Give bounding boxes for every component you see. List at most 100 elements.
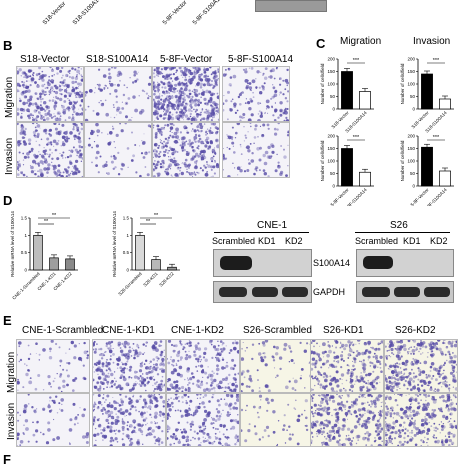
y-axis-label: Relative mRNA level of S100A14 (10, 211, 15, 277)
y-tick-label: 200 (327, 57, 335, 62)
panel-b-micrograph (222, 66, 290, 122)
panel-e-micrograph (16, 339, 90, 393)
significance-label: *** (353, 135, 360, 141)
y-axis-label: Number of cells/field (400, 63, 405, 104)
y-tick-label: 200 (327, 134, 335, 139)
bar (421, 73, 433, 110)
y-tick-label: 0 (332, 184, 335, 189)
y-tick-label: 50 (330, 94, 336, 99)
y-tick-label: 0.5 (21, 250, 28, 255)
panel-b-micrograph (152, 122, 220, 178)
panel-b-col-4: 5-8F-S100A14 (228, 54, 294, 65)
panel-e-col-1: CNE-1-Scrambled (22, 325, 104, 336)
bar (439, 170, 451, 187)
bar (359, 91, 371, 110)
s26-gapdh-band-2 (394, 287, 420, 297)
panel-e-micrograph (166, 339, 240, 393)
x-tick-label: S26-KD1 (142, 271, 159, 288)
bar (341, 148, 353, 187)
x-tick-label: S26-Scrambled (117, 271, 143, 297)
y-tick-label: 200 (407, 57, 415, 62)
s26-blot-gapdh (356, 281, 454, 303)
x-tick-label: S26-KD2 (158, 271, 175, 288)
s26-gapdh-band-3 (424, 287, 450, 297)
bar (49, 257, 59, 271)
bar (341, 71, 353, 110)
panel-b-micrograph (16, 122, 84, 178)
panel-b-row-migration: Migration (4, 76, 15, 118)
panel-e-col-6: S26-KD2 (395, 325, 436, 336)
y-tick-label: 100 (407, 159, 415, 164)
cne-lane-scrambled: Scrambled (212, 236, 256, 246)
bar (167, 266, 177, 271)
panel-e-micrograph (92, 339, 166, 393)
s26-band-scrambled (363, 256, 393, 269)
cne-gapdh-band-2 (252, 287, 278, 297)
top-lane-label-3: 5-8F-Vector (162, 0, 189, 27)
bar (439, 98, 451, 110)
bar (151, 259, 161, 271)
cne-band-scrambled (220, 256, 252, 270)
cne-lane-kd2: KD2 (285, 236, 303, 246)
s26-lane-kd1: KD1 (403, 236, 421, 246)
panel-b-col-2: S18-S100A14 (86, 54, 149, 65)
y-tick-label: 100 (327, 82, 335, 87)
y-tick-label: 50 (330, 171, 336, 176)
y-tick-label: 150 (407, 146, 415, 151)
s26-blot-title: S26 (390, 220, 408, 231)
panel-e-micrograph (310, 393, 384, 447)
top-fragment: S18-Vector S18-S100A14 5-8F-Vector 5-8F-… (0, 0, 474, 26)
top-lane-label-1: S18-Vector (42, 1, 68, 27)
s26-blot-s100a14 (356, 249, 454, 277)
bar (421, 146, 433, 187)
y-axis-label: Number of cells/field (320, 63, 325, 104)
y-tick-label: 0 (332, 107, 335, 112)
bar (33, 234, 43, 271)
panel-e-col-5: S26-KD1 (323, 325, 364, 336)
y-tick-label: 50 (410, 94, 416, 99)
y-tick-label: 1 (24, 233, 27, 238)
significance-label: ** (154, 213, 159, 219)
top-lane-label-2: S18-S100A14 (72, 0, 103, 27)
y-tick-label: 200 (407, 134, 415, 139)
y-tick-label: 0.5 (123, 250, 130, 255)
top-lane-label-4: 5-8F-S100A14 (192, 0, 224, 27)
panel-d-label: D (3, 193, 13, 208)
panel-e-micrograph (310, 339, 384, 393)
y-tick-label: 1 (126, 233, 129, 238)
panel-c-title-migration: Migration (340, 36, 382, 47)
panel-e-micrograph (16, 393, 90, 447)
cne-blot-title-underline (214, 232, 309, 233)
panel-b-micrograph (152, 66, 220, 122)
panel-e-micrograph (166, 393, 240, 447)
panel-c-label: C (316, 36, 326, 51)
row-label-s100a14: S100A14 (313, 258, 351, 268)
s26-blot-title-underline (355, 232, 450, 233)
panel-b-micrograph (16, 66, 84, 122)
bar (65, 258, 75, 271)
panel-b-col-1: S18-Vector (20, 54, 70, 65)
y-tick-label: 150 (327, 69, 335, 74)
significance-label: *** (433, 58, 440, 64)
y-tick-label: 1.5 (21, 216, 28, 221)
y-tick-label: 50 (410, 171, 416, 176)
panel-e-col-3: CNE-1-KD2 (171, 325, 224, 336)
s26-lane-scrambled: Scrambled (355, 236, 399, 246)
panel-c-charts: 050100150200S18-VectorS18-S100A14Number … (320, 57, 454, 206)
bar (135, 234, 145, 271)
panel-e-micrograph (384, 339, 458, 393)
panel-b-micrograph (84, 66, 152, 122)
cne-gapdh-band-3 (282, 287, 308, 297)
panel-b-row-invasion: Invasion (4, 137, 15, 175)
cne-lane-kd1: KD1 (258, 236, 276, 246)
y-tick-label: 1.5 (123, 216, 130, 221)
y-tick-label: 0 (412, 107, 415, 112)
panel-e-micrograph (92, 393, 166, 447)
significance-label: *** (353, 58, 360, 64)
panel-b-col-3: 5-8F-Vector (160, 54, 213, 65)
panel-b-micrograph (222, 122, 290, 178)
cne-blot-gapdh (213, 281, 312, 303)
significance-label: ** (44, 219, 49, 225)
y-axis-label: Number of cells/field (320, 140, 325, 181)
panel-e-micrograph (240, 339, 314, 393)
